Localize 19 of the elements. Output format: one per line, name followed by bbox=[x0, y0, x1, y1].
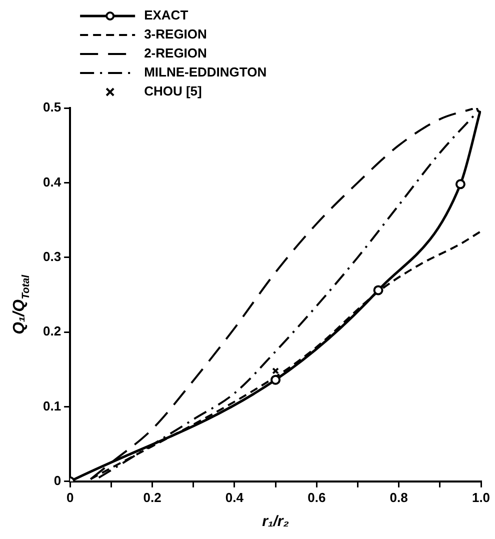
y-axis-title: Q₁/QTotal bbox=[11, 274, 32, 334]
y-tick-label: 0.3 bbox=[42, 248, 62, 264]
x-tick-label: 0 bbox=[66, 490, 74, 505]
y-tick-label: 0 bbox=[54, 472, 62, 488]
x-axis-title: r₁/r₂ bbox=[262, 513, 290, 530]
legend-label: CHOU [5] bbox=[144, 84, 202, 99]
x-tick-label: 0.2 bbox=[143, 490, 162, 505]
x-tick-label: 0.6 bbox=[308, 490, 326, 505]
legend-label: 3-REGION bbox=[144, 26, 207, 42]
y-tick-label: 0.4 bbox=[42, 174, 62, 190]
legend-label: MILNE-EDDINGTON bbox=[144, 64, 267, 80]
x-tick-label: 0.8 bbox=[390, 490, 408, 505]
x-tick-label: 1.0 bbox=[472, 490, 490, 505]
y-tick-label: 0.5 bbox=[42, 100, 62, 115]
legend-label: 2-REGION bbox=[144, 46, 207, 61]
y-tick-label: 0.2 bbox=[42, 324, 62, 339]
legend-label: EXACT bbox=[144, 8, 188, 23]
x-tick-label: 0.4 bbox=[225, 490, 244, 505]
y-tick-label: 0.1 bbox=[42, 398, 62, 414]
